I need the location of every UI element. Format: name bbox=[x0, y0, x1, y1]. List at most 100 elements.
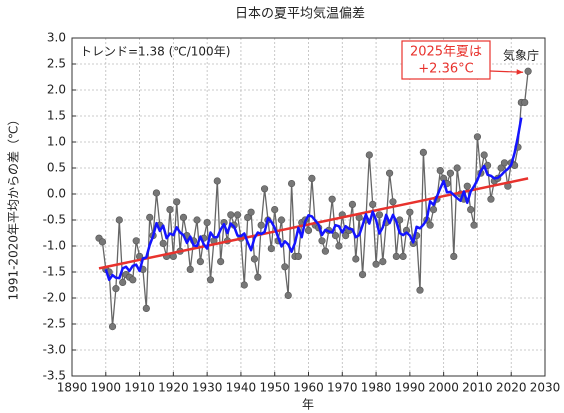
data-point bbox=[318, 237, 326, 245]
annual-line bbox=[98, 71, 529, 328]
source-text: 気象庁 bbox=[503, 48, 539, 63]
data-point bbox=[467, 206, 475, 214]
data-point bbox=[470, 221, 478, 229]
data-point bbox=[271, 206, 279, 214]
x-tick-label: 1890 bbox=[57, 381, 88, 395]
y-tick-label: 1.0 bbox=[47, 135, 66, 149]
data-point bbox=[304, 226, 313, 234]
x-tick-label: 1990 bbox=[395, 381, 426, 395]
x-tick-label: 2030 bbox=[530, 381, 561, 395]
x-tick-label: 2000 bbox=[428, 381, 459, 395]
data-point bbox=[375, 211, 384, 219]
data-point bbox=[497, 164, 505, 172]
data-point bbox=[284, 291, 292, 300]
data-point bbox=[254, 273, 262, 281]
data-point bbox=[294, 252, 302, 260]
x-tick-label: 1910 bbox=[124, 381, 155, 395]
data-point bbox=[159, 239, 167, 247]
data-point bbox=[429, 206, 438, 214]
data-point bbox=[132, 237, 140, 245]
data-point bbox=[115, 216, 123, 224]
data-point bbox=[217, 258, 225, 266]
x-tick-label: 1950 bbox=[259, 381, 290, 395]
data-point bbox=[450, 252, 458, 260]
data-point bbox=[406, 208, 414, 216]
data-point bbox=[257, 221, 265, 229]
data-point bbox=[358, 271, 367, 279]
y-tick-label: -3.0 bbox=[43, 343, 66, 357]
data-point bbox=[206, 276, 215, 284]
running-mean-line bbox=[104, 117, 523, 282]
x-tick-label: 1900 bbox=[91, 381, 122, 395]
data-point bbox=[473, 133, 482, 141]
x-axis-label: 年 bbox=[302, 398, 314, 412]
y-tick-label: -0.5 bbox=[43, 213, 66, 227]
data-point bbox=[244, 213, 252, 221]
y-tick-label: 0.0 bbox=[47, 187, 66, 201]
y-axis-label: 1991-2020年平均からの差（℃） bbox=[7, 114, 21, 301]
y-tick-label: 1.5 bbox=[47, 109, 66, 123]
data-point bbox=[463, 182, 471, 190]
data-point bbox=[247, 208, 255, 216]
data-point bbox=[436, 167, 444, 175]
x-tick-label: 1970 bbox=[327, 381, 358, 395]
data-point bbox=[213, 177, 221, 185]
data-point bbox=[419, 148, 427, 156]
data-point bbox=[129, 276, 137, 284]
data-point bbox=[173, 198, 181, 206]
data-point bbox=[281, 263, 289, 271]
data-point bbox=[179, 213, 188, 221]
data-point bbox=[146, 213, 154, 221]
data-point bbox=[308, 174, 316, 182]
data-point bbox=[331, 232, 340, 240]
data-point bbox=[186, 265, 194, 274]
data-point bbox=[500, 159, 509, 167]
data-point bbox=[227, 211, 235, 219]
x-tick-label: 1960 bbox=[293, 381, 324, 395]
y-tick-label: -3.5 bbox=[43, 369, 66, 383]
data-point bbox=[335, 242, 343, 250]
data-point bbox=[108, 323, 117, 331]
data-point bbox=[487, 195, 495, 203]
plot-frame bbox=[71, 37, 546, 377]
data-point bbox=[277, 216, 286, 224]
callout-text: 2025年夏は bbox=[410, 45, 482, 60]
data-point bbox=[392, 252, 400, 260]
x-tick-label: 1940 bbox=[226, 381, 257, 395]
data-point bbox=[240, 281, 248, 289]
data-point bbox=[321, 247, 329, 255]
data-point bbox=[524, 67, 532, 75]
data-point bbox=[119, 278, 127, 287]
x-tick-label: 1930 bbox=[192, 381, 223, 395]
x-tick-label: 1980 bbox=[361, 381, 392, 395]
data-point bbox=[480, 151, 488, 159]
data-point bbox=[379, 258, 387, 266]
y-tick-label: 2.0 bbox=[47, 83, 66, 97]
x-tick-label: 1920 bbox=[158, 381, 189, 395]
callout-text: +2.36°C bbox=[418, 62, 473, 77]
y-tick-label: -1.5 bbox=[43, 265, 66, 279]
callout-arrowhead bbox=[516, 69, 524, 75]
data-point bbox=[342, 232, 350, 240]
data-point bbox=[385, 169, 394, 177]
x-tick-label: 2020 bbox=[496, 381, 527, 395]
data-point bbox=[399, 252, 407, 260]
data-point bbox=[112, 285, 120, 293]
y-tick-label: 3.0 bbox=[47, 31, 66, 45]
data-point bbox=[196, 258, 204, 266]
data-point bbox=[369, 200, 377, 208]
data-point bbox=[416, 286, 424, 294]
y-tick-label: -1.0 bbox=[43, 239, 66, 253]
y-tick-label: 2.5 bbox=[47, 57, 66, 71]
data-point bbox=[365, 151, 373, 159]
data-point bbox=[267, 245, 275, 253]
data-point bbox=[446, 169, 455, 177]
y-tick-label: -2.5 bbox=[43, 317, 66, 331]
data-point bbox=[426, 221, 434, 229]
x-tick-label: 2010 bbox=[462, 381, 493, 395]
data-point bbox=[453, 164, 461, 172]
data-point bbox=[98, 238, 107, 246]
data-point bbox=[203, 219, 211, 227]
data-point bbox=[352, 255, 360, 263]
